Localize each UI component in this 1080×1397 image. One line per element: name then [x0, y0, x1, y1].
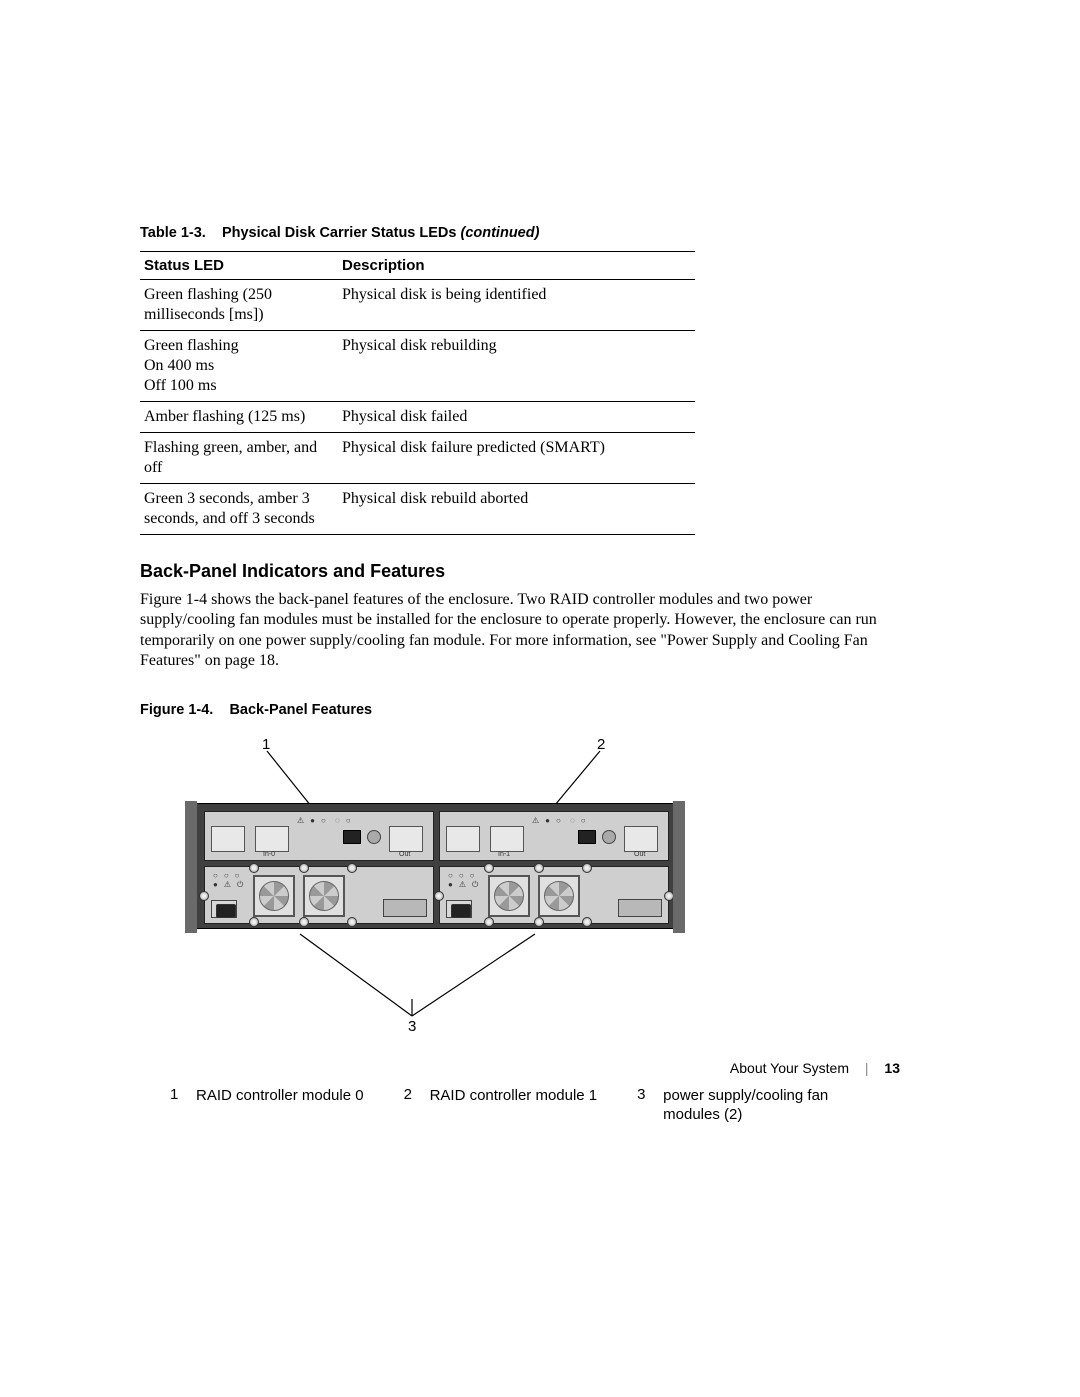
table-cell: Amber flashing (125 ms) — [140, 402, 338, 433]
raid-controller-0: ⚠ ● ○ ◌ ○ In-0 Out — [204, 811, 434, 861]
legend-item: 3 power supply/cooling fan modules (2) — [637, 1086, 833, 1125]
table-header-status: Status LED — [140, 252, 338, 280]
figure-caption-title: Back-Panel Features — [229, 702, 372, 718]
figure-caption: Figure 1-4. Back-Panel Features — [140, 702, 900, 718]
table-cell: Physical disk is being identified — [338, 280, 695, 331]
table-cell: Physical disk rebuilding — [338, 331, 695, 402]
legend-text: power supply/cooling fan modules (2) — [663, 1086, 833, 1125]
legend-num: 1 — [170, 1086, 182, 1103]
table-cell: Physical disk failure predicted (SMART) — [338, 433, 695, 484]
legend-item: 2 RAID controller module 1 — [404, 1086, 598, 1125]
table-caption-title: Physical Disk Carrier Status LEDs — [222, 225, 457, 241]
callout-3: 3 — [408, 1018, 416, 1035]
body-paragraph: Figure 1-4 shows the back-panel features… — [140, 590, 900, 672]
table-cell: Flashing green, amber, and off — [140, 433, 338, 484]
table-cell: Green flashing On 400 ms Off 100 ms — [140, 331, 338, 402]
table-cell: Green flashing (250 milliseconds [ms]) — [140, 280, 338, 331]
table-cell: Physical disk rebuild aborted — [338, 484, 695, 535]
table-row: Amber flashing (125 ms) Physical disk fa… — [140, 402, 695, 433]
table-cell: Physical disk failed — [338, 402, 695, 433]
legend-text: RAID controller module 1 — [430, 1086, 598, 1106]
table-row: Green 3 seconds, amber 3 seconds, and of… — [140, 484, 695, 535]
table-caption-suffix: (continued) — [461, 225, 540, 241]
status-led-table: Status LED Description Green flashing (2… — [140, 251, 695, 535]
section-heading: Back-Panel Indicators and Features — [140, 561, 900, 582]
chassis: ⚠ ● ○ ◌ ○ In-0 Out ⚠ ● ○ ◌ ○ In-1 Out — [185, 803, 685, 929]
table-header-description: Description — [338, 252, 695, 280]
legend-item: 1 RAID controller module 0 — [170, 1086, 364, 1125]
footer-page-number: 13 — [884, 1060, 900, 1076]
figure-caption-prefix: Figure 1-4. — [140, 702, 213, 718]
footer-separator: | — [865, 1060, 869, 1076]
table-row: Green flashing On 400 ms Off 100 ms Phys… — [140, 331, 695, 402]
figure-legend: 1 RAID controller module 0 2 RAID contro… — [170, 1086, 900, 1125]
legend-num: 3 — [637, 1086, 649, 1103]
table-cell: Green 3 seconds, amber 3 seconds, and of… — [140, 484, 338, 535]
raid-controller-1: ⚠ ● ○ ◌ ○ In-1 Out — [439, 811, 669, 861]
table-caption-prefix: Table 1-3. — [140, 225, 206, 241]
psu-module-0: ○ ○ ○● ⚠ ⏻ — [204, 866, 434, 924]
page-footer: About Your System | 13 — [140, 1060, 900, 1076]
footer-section: About Your System — [730, 1060, 849, 1076]
back-panel-figure: 1 2 ⚠ ● ○ ◌ ○ In-0 Out — [140, 736, 900, 1086]
table-row: Flashing green, amber, and off Physical … — [140, 433, 695, 484]
table-caption: Table 1-3. Physical Disk Carrier Status … — [140, 225, 900, 241]
table-row: Green flashing (250 milliseconds [ms]) P… — [140, 280, 695, 331]
legend-num: 2 — [404, 1086, 416, 1103]
psu-module-1: ○ ○ ○● ⚠ ⏻ — [439, 866, 669, 924]
legend-text: RAID controller module 0 — [196, 1086, 364, 1106]
